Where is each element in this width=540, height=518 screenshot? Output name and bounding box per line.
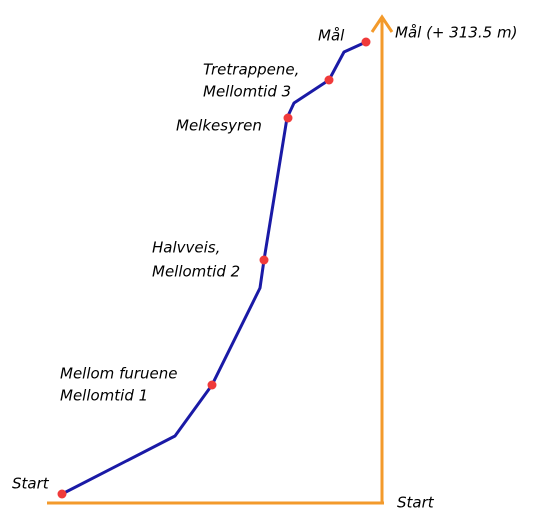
checkpoint-dot [207, 380, 217, 390]
checkpoint-label: Melkesyren [176, 117, 262, 135]
checkpoint-dot [324, 75, 334, 85]
checkpoint-label: Mellomtid 1 [60, 387, 148, 405]
axis-top-label: Mål (+ 313.5 m) [395, 24, 517, 42]
checkpoint-label: Mellom furuene [60, 365, 178, 383]
checkpoint-label: Mellomtid 2 [152, 263, 240, 281]
checkpoint-dots [57, 37, 371, 499]
arrow-head [370, 14, 394, 33]
checkpoint-label: Halvveis, [152, 239, 220, 257]
checkpoint-label: Mål [318, 27, 345, 45]
checkpoint-dot [361, 37, 371, 47]
checkpoint-dot [259, 255, 269, 265]
checkpoint-label: Mellomtid 3 [203, 83, 291, 101]
axis-bottom-label: Start [397, 494, 435, 512]
checkpoint-dot [57, 489, 67, 499]
checkpoint-dot [283, 113, 293, 123]
checkpoint-label: Tretrappene, [203, 61, 299, 79]
checkpoint-label: Start [12, 475, 50, 493]
route-line [61, 40, 367, 496]
